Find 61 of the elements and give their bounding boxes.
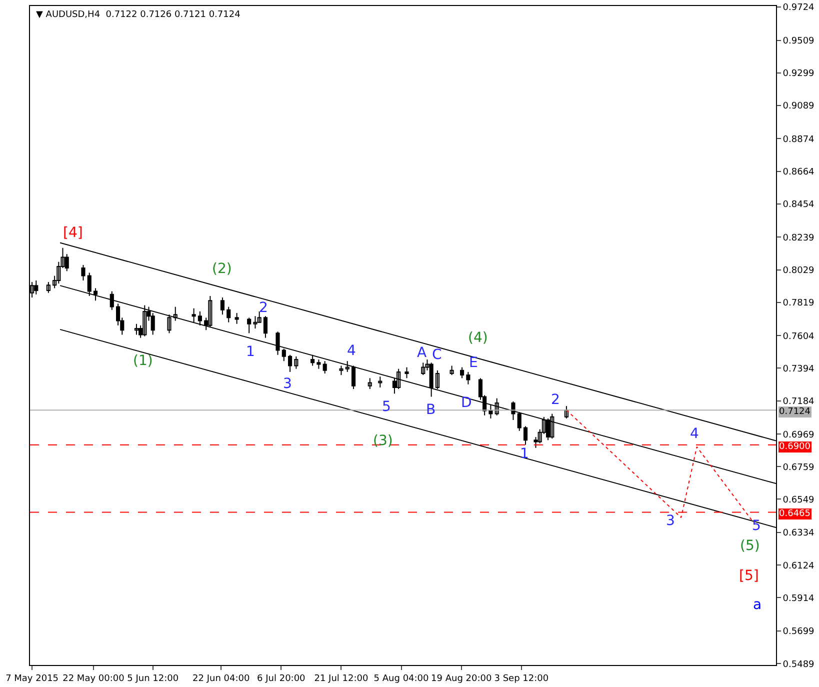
y-tick-label: 0.6549 (782, 495, 815, 506)
y-tick-label: 0.9089 (782, 102, 815, 112)
ref-line-label: 0.6465 (779, 509, 810, 519)
y-tick-label: 0.6969 (782, 430, 815, 440)
annotation: 4 (690, 426, 699, 442)
y-tick-label: 0.6334 (782, 528, 815, 539)
y-tick-label: 0.6124 (782, 561, 815, 572)
annotation: E (469, 355, 478, 371)
annotation: 4 (347, 343, 356, 359)
y-tick-label: 0.9509 (782, 36, 815, 46)
y-tick-label: 0.9724 (782, 3, 815, 14)
candlestick (404, 366, 409, 379)
x-tick-label: 22 May 00:00 (62, 674, 125, 684)
x-tick-label: 19 Aug 20:00 (431, 674, 492, 684)
x-tick-label: 3 Sep 12:00 (494, 674, 549, 684)
y-tick-label: 0.7819 (782, 298, 815, 308)
candlestick (81, 264, 86, 281)
candlestick (339, 365, 344, 376)
annotation: (1) (133, 353, 153, 369)
y-tick-label: 0.8664 (782, 167, 815, 178)
x-tick-label: 6 Jul 20:00 (257, 674, 306, 684)
annotation: (5) (740, 538, 760, 554)
y-tick-label: 0.6759 (782, 462, 815, 473)
y-tick-label: 0.5489 (782, 660, 815, 670)
y-tick-label: 0.9299 (782, 68, 815, 79)
candlestick (378, 376, 382, 388)
annotation: 5 (382, 399, 391, 415)
y-tick-label: 0.8874 (782, 134, 815, 145)
annotation: 1 (246, 344, 255, 360)
annotation: D (461, 395, 472, 411)
annotation: 5 (752, 518, 761, 534)
y-tick-label: 0.8454 (782, 200, 815, 210)
x-tick-label: 5 Jun 12:00 (127, 674, 179, 684)
y-tick-label: 0.8239 (782, 233, 815, 244)
annotation: a (753, 597, 762, 613)
x-tick-label: 22 Jun 04:00 (192, 674, 250, 684)
annotation: 2 (551, 392, 560, 408)
y-tick-label: 0.5699 (782, 627, 815, 638)
y-tick-label: 0.8029 (782, 266, 815, 276)
annotation: B (426, 402, 436, 418)
y-tick-label: 0.7394 (782, 364, 815, 374)
annotation: [5] (739, 568, 759, 584)
annotation: (2) (212, 261, 232, 277)
y-tick-label: 0.7184 (782, 396, 815, 407)
annotation: 3 (283, 376, 292, 392)
annotation: (4) (468, 330, 488, 346)
annotation: 3 (666, 513, 675, 529)
ref-line-label: 0.7124 (779, 407, 811, 417)
y-tick-label: 0.7604 (782, 332, 815, 342)
x-tick-label: 5 Aug 04:00 (374, 674, 430, 684)
ref-line-label: 0.6900 (779, 442, 811, 452)
chart-title: ▼ AUDUSD,H4 0.7122 0.7126 0.7121 0.7124 (36, 10, 241, 20)
annotation: [4] (63, 225, 83, 241)
x-tick-label: 7 May 2015 (6, 674, 59, 684)
annotation: (3) (373, 433, 393, 449)
x-tick-label: 21 Jul 12:00 (314, 674, 368, 684)
annotation: A (417, 345, 427, 361)
candlestick (253, 316, 258, 330)
y-tick-label: 0.5914 (782, 594, 815, 604)
annotation: 2 (259, 300, 268, 316)
annotation: C (432, 347, 442, 363)
